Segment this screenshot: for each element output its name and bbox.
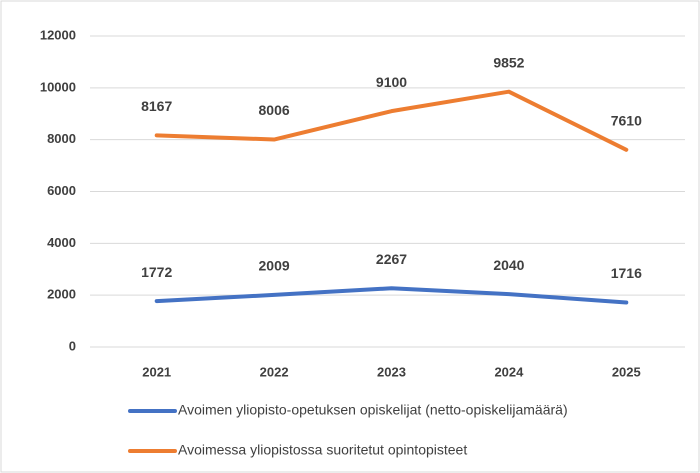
data-label: 1716 bbox=[611, 265, 642, 281]
x-tick-label: 2022 bbox=[260, 364, 289, 379]
data-label: 8006 bbox=[259, 102, 290, 118]
data-label: 2040 bbox=[493, 257, 524, 273]
y-tick-label: 10000 bbox=[40, 79, 76, 94]
data-label: 9852 bbox=[493, 54, 524, 70]
x-tick-label: 2023 bbox=[377, 364, 406, 379]
data-label: 9100 bbox=[376, 74, 407, 90]
data-label: 7610 bbox=[611, 112, 642, 128]
series-line bbox=[154, 286, 629, 305]
data-label: 1772 bbox=[141, 264, 172, 280]
data-label: 8167 bbox=[141, 98, 172, 114]
legend-label: Avoimessa yliopistossa suoritetut opinto… bbox=[178, 442, 467, 458]
y-tick-label: 0 bbox=[69, 338, 76, 353]
x-tick-label: 2025 bbox=[612, 364, 641, 379]
legend-label: Avoimen yliopisto-opetuksen opiskelijat … bbox=[178, 402, 568, 418]
x-tick-label: 2024 bbox=[494, 364, 524, 379]
y-tick-label: 4000 bbox=[47, 235, 76, 250]
y-tick-label: 6000 bbox=[47, 183, 76, 198]
data-label: 2267 bbox=[376, 251, 407, 267]
data-label: 2009 bbox=[259, 258, 290, 274]
x-tick-label: 2021 bbox=[142, 364, 171, 379]
series-line bbox=[154, 89, 629, 152]
y-tick-label: 2000 bbox=[47, 287, 76, 302]
y-tick-label: 12000 bbox=[40, 27, 76, 42]
y-tick-label: 8000 bbox=[47, 131, 76, 146]
